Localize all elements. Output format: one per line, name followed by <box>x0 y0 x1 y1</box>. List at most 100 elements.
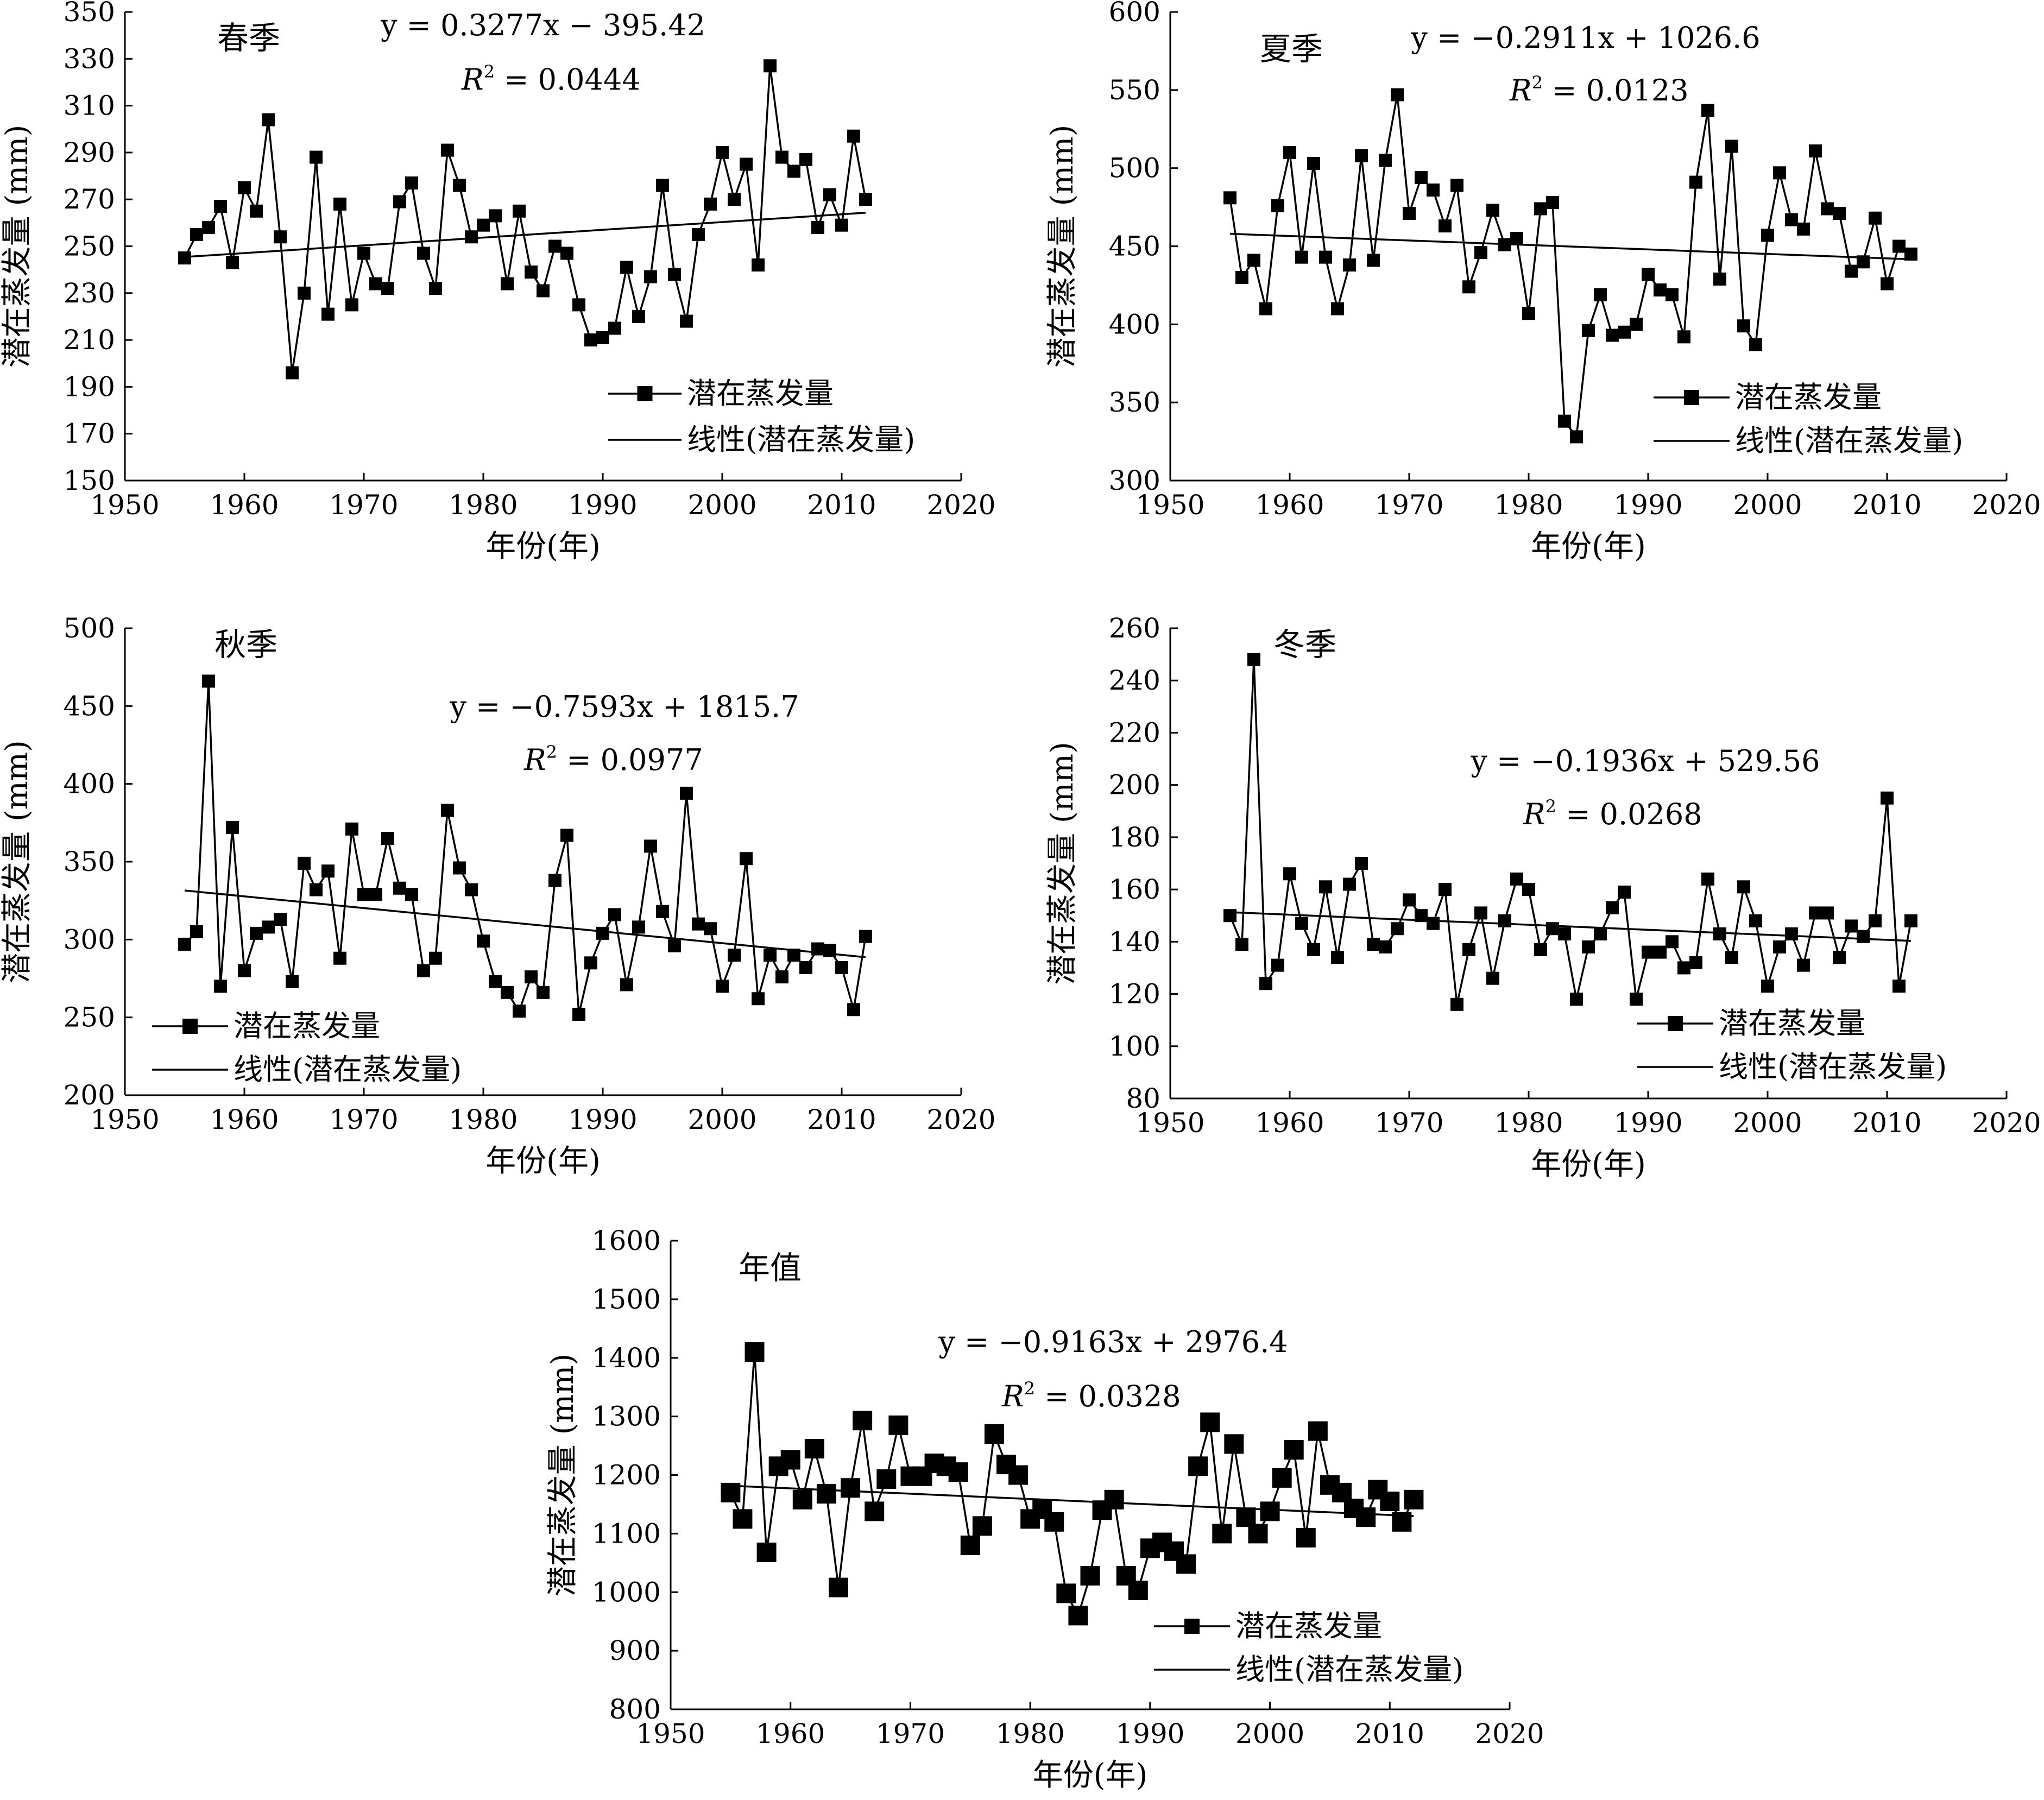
data-point <box>1892 239 1906 253</box>
data-point <box>1284 1440 1304 1460</box>
legend-series-label: 潜在蒸发量 <box>687 376 834 410</box>
data-point <box>274 230 287 244</box>
data-point <box>1892 980 1906 993</box>
y-tick-label: 300 <box>64 924 115 955</box>
data-point <box>1761 229 1774 242</box>
data-point <box>1749 914 1762 927</box>
data-point <box>1857 255 1870 269</box>
data-point <box>632 920 645 934</box>
chart-panel-2: 300 350 400 450 500 550 600 1950 1960 1970 1980 199… <box>1045 0 2041 564</box>
data-point <box>1785 213 1798 226</box>
data-point <box>680 786 693 800</box>
series-line <box>1229 659 1912 1005</box>
y-tick-label: 450 <box>1109 231 1160 262</box>
x-tick-label: 1980 <box>1494 489 1563 521</box>
data-point <box>1427 183 1440 197</box>
data-point <box>1773 166 1786 180</box>
data-point <box>1235 271 1248 285</box>
y-tick-label: 250 <box>64 1002 115 1033</box>
legend-trend-label: 线性(潜在蒸发量) <box>1719 1050 1947 1084</box>
x-axis-label: 年份(年) <box>1531 1147 1646 1182</box>
y-tick-label: 1400 <box>592 1342 661 1374</box>
data-point <box>1725 951 1738 964</box>
data-point <box>1904 914 1917 927</box>
x-tick-label: 1970 <box>329 489 398 521</box>
data-point <box>1415 170 1428 184</box>
x-tick-label: 1970 <box>1374 1107 1443 1139</box>
r-squared-symbol: R <box>523 743 546 777</box>
data-point <box>1283 146 1296 159</box>
data-point <box>178 937 191 951</box>
x-tick-label: 1980 <box>449 1104 518 1135</box>
y-tick-label: 270 <box>64 184 115 215</box>
x-tick-label: 1970 <box>329 1104 398 1135</box>
panel-title: 冬季 <box>1273 626 1336 663</box>
y-tick-label: 250 <box>64 231 115 262</box>
data-point <box>1462 280 1475 294</box>
data-point <box>1689 956 1702 969</box>
x-tick-label: 2000 <box>687 1104 756 1135</box>
y-tick-label: 500 <box>64 612 115 644</box>
data-point <box>1642 945 1655 959</box>
data-point <box>692 917 705 931</box>
data-point <box>1606 901 1619 914</box>
data-point <box>1415 909 1428 923</box>
legend-series-marker <box>182 1019 198 1034</box>
x-tick-label: 1960 <box>756 1718 825 1750</box>
data-point <box>1797 222 1810 236</box>
data-point <box>1259 977 1272 990</box>
x-tick-label: 2000 <box>1733 489 1802 521</box>
data-point <box>1355 857 1368 870</box>
data-point <box>1462 943 1475 956</box>
data-point <box>721 1482 741 1502</box>
y-tick-label: 1300 <box>592 1401 661 1432</box>
data-point <box>1271 958 1284 972</box>
data-point <box>876 1469 897 1489</box>
data-point <box>596 926 609 940</box>
x-tick-label: 1980 <box>449 489 518 521</box>
data-point <box>369 277 382 290</box>
data-point <box>1654 283 1667 297</box>
y-tick-label: 800 <box>609 1694 661 1725</box>
y-tick-label: 260 <box>1109 612 1160 644</box>
panel-title: 春季 <box>217 20 280 56</box>
data-point <box>756 1542 777 1562</box>
y-tick-label: 120 <box>1109 978 1160 1010</box>
r-squared-label: R2 = 0.0444 <box>461 61 641 97</box>
y-tick-label: 1100 <box>592 1518 661 1549</box>
y-tick-label: 200 <box>1109 769 1160 801</box>
data-point <box>792 1489 812 1510</box>
data-point <box>1295 250 1308 264</box>
data-point <box>1307 157 1320 170</box>
data-point <box>847 1003 860 1016</box>
chart-panel-1: 150 170 190 210 230 250 270 290 310 330 350 1950 196… <box>0 0 996 564</box>
y-tick-label: 350 <box>1109 387 1160 418</box>
data-point <box>1343 258 1356 272</box>
data-point <box>1319 250 1332 264</box>
y-tick-label: 80 <box>1126 1083 1160 1114</box>
x-tick-label: 1990 <box>1613 489 1682 521</box>
data-point <box>1630 318 1643 331</box>
r-squared-exponent: 2 <box>546 742 557 762</box>
x-tick-label: 1990 <box>1613 1107 1682 1139</box>
x-tick-label: 1950 <box>1135 1107 1204 1139</box>
data-point <box>728 949 741 962</box>
data-point <box>1737 319 1750 333</box>
x-tick-label: 2020 <box>926 489 995 521</box>
data-point <box>1367 938 1380 951</box>
x-tick-label: 1950 <box>1135 489 1204 521</box>
data-point <box>357 888 370 901</box>
data-point <box>1498 914 1511 927</box>
data-point <box>859 930 872 943</box>
data-point <box>1248 1524 1268 1544</box>
data-point <box>572 298 585 312</box>
data-point <box>310 150 323 164</box>
y-tick-label: 330 <box>64 43 115 74</box>
data-point <box>178 251 191 265</box>
data-point <box>1869 211 1882 225</box>
data-point <box>1761 980 1774 993</box>
